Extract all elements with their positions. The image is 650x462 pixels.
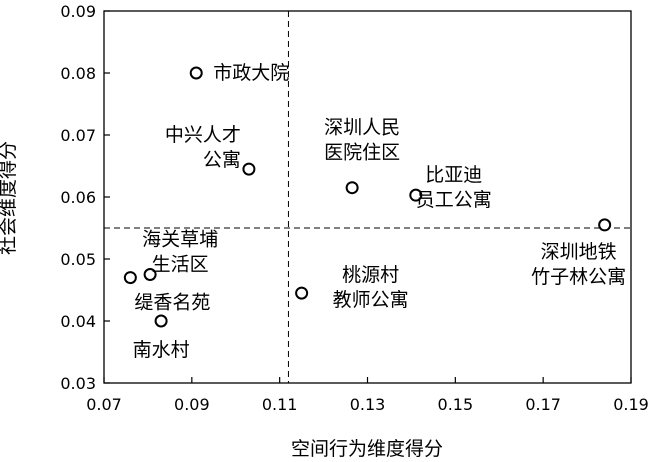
data-point (123, 271, 137, 285)
y-tick-label: 0.08 (60, 64, 96, 83)
point-label: 员工公寓 (416, 189, 492, 211)
x-tick-label: 0.19 (613, 395, 649, 414)
x-tick-label: 0.07 (86, 395, 122, 414)
data-point (189, 66, 203, 80)
x-tick-label: 0.15 (438, 395, 474, 414)
y-tick-label: 0.03 (60, 374, 96, 393)
x-axis-ticks: 0.07 0.09 0.11 0.13 0.15 0.17 0.19 (86, 377, 649, 414)
data-points (123, 66, 612, 328)
data-point (598, 218, 612, 232)
y-tick-label: 0.06 (60, 188, 96, 207)
data-point (409, 188, 423, 202)
x-axis-title: 空间行为维度得分 (291, 438, 443, 460)
point-label: 深圳地铁 (541, 241, 617, 263)
y-axis-title: 社会维度得分 (0, 141, 19, 255)
y-axis-ticks: 0.03 0.04 0.05 0.06 0.07 0.08 0.09 (60, 2, 110, 393)
point-label: 海关草埔 (142, 229, 218, 251)
point-label: 中兴人才 (165, 124, 241, 146)
point-label: 市政大院 (213, 62, 289, 84)
point-label: 深圳人民 (324, 117, 400, 139)
x-tick-label: 0.17 (525, 395, 561, 414)
point-label: 公寓 (203, 149, 241, 171)
point-label: 比亚迪 (425, 164, 482, 186)
point-label: 竹子林公寓 (531, 266, 626, 288)
data-point (295, 286, 309, 300)
x-tick-label: 0.11 (262, 395, 298, 414)
point-label: 生活区 (152, 254, 209, 276)
point-label: 缇香名苑 (134, 292, 210, 314)
point-label: 医院住区 (324, 142, 400, 164)
data-point (154, 314, 168, 328)
data-point (143, 268, 157, 281)
plot-border (103, 10, 632, 384)
reference-lines (104, 11, 631, 383)
point-label: 南水村 (133, 339, 190, 361)
point-label: 教师公寓 (333, 289, 409, 311)
x-tick-label: 0.09 (174, 395, 210, 414)
y-tick-label: 0.04 (60, 312, 96, 331)
y-tick-label: 0.09 (60, 2, 96, 21)
x-tick-label: 0.13 (350, 395, 386, 414)
plot-area (103, 10, 632, 384)
data-point (345, 181, 359, 195)
point-label: 桃源村 (342, 264, 399, 286)
data-point (242, 162, 256, 176)
y-tick-label: 0.07 (60, 126, 96, 145)
y-tick-label: 0.05 (60, 250, 96, 269)
